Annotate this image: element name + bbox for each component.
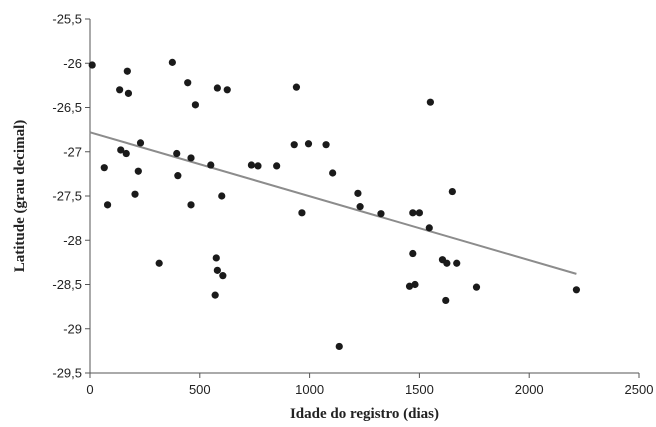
- data-point: [187, 201, 195, 209]
- data-point: [155, 259, 163, 267]
- y-tick-label: -27: [63, 144, 82, 159]
- data-point: [131, 190, 139, 198]
- data-point: [213, 266, 221, 274]
- y-tick-label: -29,5: [52, 366, 82, 381]
- data-point: [122, 149, 130, 158]
- y-tick-label: -26,5: [52, 100, 82, 115]
- data-point: [219, 272, 227, 280]
- data-point: [212, 254, 220, 262]
- data-point: [335, 342, 343, 351]
- data-point: [298, 209, 306, 217]
- data-point: [448, 187, 456, 196]
- data-point: [443, 259, 451, 267]
- data-point: [292, 83, 301, 91]
- data-point: [184, 79, 192, 87]
- y-tick-label: -25,5: [52, 12, 82, 27]
- data-point: [136, 139, 145, 147]
- data-point: [247, 161, 256, 169]
- data-point: [191, 101, 200, 109]
- data-point: [354, 189, 362, 197]
- data-point: [124, 89, 133, 97]
- data-point: [134, 167, 142, 175]
- data-point: [322, 141, 330, 149]
- x-axis-title: Idade do registro (dias): [290, 406, 439, 422]
- data-point: [411, 280, 419, 289]
- data-point: [218, 192, 226, 200]
- trendline: [89, 131, 577, 275]
- data-points: [88, 58, 581, 351]
- data-point: [207, 161, 215, 169]
- y-axis-title: Latitude (grau decimal): [12, 120, 28, 272]
- data-point: [88, 61, 96, 69]
- data-point: [572, 286, 581, 294]
- x-tick-label: 1000: [295, 382, 324, 397]
- data-point: [173, 149, 181, 158]
- x-tick-label: 500: [189, 382, 211, 397]
- data-point: [329, 169, 337, 177]
- data-point: [187, 154, 195, 162]
- data-point: [409, 249, 417, 258]
- data-point: [425, 224, 433, 232]
- data-point: [426, 98, 434, 106]
- data-point: [168, 58, 176, 66]
- y-tick-label: -27,5: [52, 189, 82, 204]
- y-tick-label: -29: [63, 321, 82, 336]
- data-point: [254, 162, 262, 170]
- y-tick-label: -26: [63, 56, 82, 71]
- data-point: [116, 86, 124, 94]
- x-tick-label: 2500: [625, 382, 654, 397]
- x-tick-label: 0: [86, 382, 93, 397]
- data-point: [304, 140, 313, 148]
- data-point: [377, 210, 385, 218]
- data-point: [117, 146, 125, 154]
- data-point: [453, 259, 461, 267]
- data-point: [290, 141, 298, 149]
- data-point: [123, 67, 131, 75]
- data-point: [356, 203, 364, 211]
- data-point: [415, 209, 423, 217]
- data-point: [442, 296, 450, 305]
- x-tick-label: 1500: [405, 382, 434, 397]
- data-point: [211, 291, 219, 299]
- x-tick-label: 2000: [515, 382, 544, 397]
- data-point: [405, 282, 414, 290]
- trendline-layer: [89, 131, 577, 275]
- y-tick-label: -28: [63, 233, 82, 248]
- y-tick-label: -28,5: [52, 277, 82, 292]
- data-point: [100, 164, 108, 172]
- data-point: [213, 84, 221, 92]
- data-point: [223, 86, 231, 94]
- tick-labels: -25,5 -26 -26,5 -27 -27,5 -28 -28,5 -29 -29,5 0 50…: [52, 12, 653, 398]
- data-point: [174, 172, 182, 180]
- data-point: [472, 283, 481, 291]
- axes: [85, 18, 640, 378]
- data-point: [409, 209, 417, 217]
- data-point: [273, 162, 281, 170]
- data-point: [103, 201, 112, 209]
